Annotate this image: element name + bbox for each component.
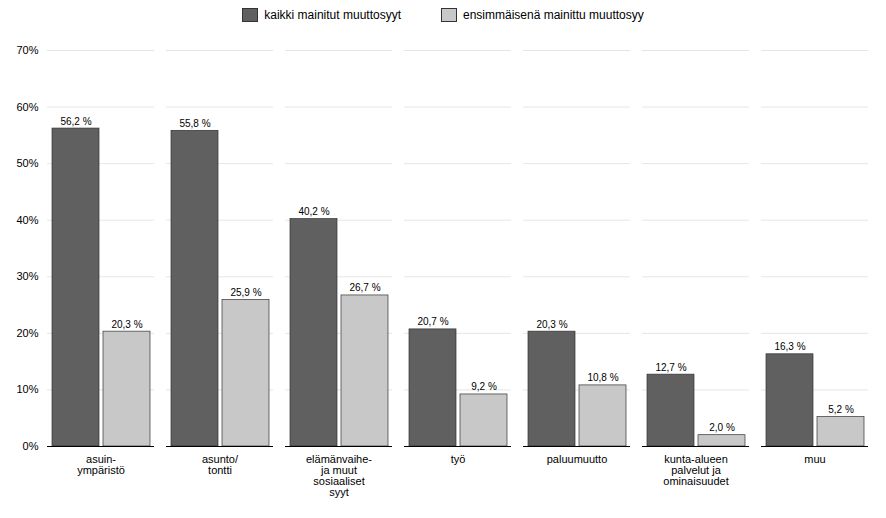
svg-text:10,8 %: 10,8 % bbox=[587, 372, 618, 383]
svg-text:asuin-ympäristö: asuin-ympäristö bbox=[77, 453, 125, 476]
svg-text:työ: työ bbox=[451, 453, 466, 465]
svg-text:20%: 20% bbox=[16, 327, 38, 339]
svg-text:56,2 %: 56,2 % bbox=[60, 116, 91, 127]
svg-text:16,3 %: 16,3 % bbox=[774, 341, 805, 352]
svg-text:50%: 50% bbox=[16, 157, 38, 169]
svg-text:20,7 %: 20,7 % bbox=[417, 316, 448, 327]
svg-text:asunto/tontti: asunto/tontti bbox=[202, 453, 239, 476]
svg-text:kunta-alueenpalvelut jaominais: kunta-alueenpalvelut jaominaisuudet bbox=[663, 453, 728, 487]
svg-text:20,3 %: 20,3 % bbox=[536, 319, 567, 330]
svg-text:5,2 %: 5,2 % bbox=[828, 404, 854, 415]
svg-text:70%: 70% bbox=[16, 44, 38, 56]
html-text:ensimmäisenä mainittu muuttosy: ensimmäisenä mainittu muuttosyy bbox=[463, 8, 644, 22]
svg-text:40,2 %: 40,2 % bbox=[298, 206, 329, 217]
svg-text:25,9 %: 25,9 % bbox=[230, 287, 261, 298]
svg-text:0%: 0% bbox=[23, 440, 39, 452]
html-text:kaikki mainitut muuttosyyt: kaikki mainitut muuttosyyt bbox=[264, 8, 401, 22]
svg-text:9,2 %: 9,2 % bbox=[471, 381, 497, 392]
svg-text:10%: 10% bbox=[16, 383, 38, 395]
svg-text:elämänvaihe-ja muutsosiaaliset: elämänvaihe-ja muutsosiaalisetsyyt bbox=[306, 453, 372, 498]
svg-text:55,8 %: 55,8 % bbox=[179, 118, 210, 129]
svg-text:26,7 %: 26,7 % bbox=[349, 282, 380, 293]
svg-text:40%: 40% bbox=[16, 214, 38, 226]
svg-text:12,7 %: 12,7 % bbox=[655, 362, 686, 373]
svg-text:muu: muu bbox=[804, 453, 825, 465]
svg-text:20,3 %: 20,3 % bbox=[111, 319, 142, 330]
svg-text:2,0 %: 2,0 % bbox=[709, 422, 735, 433]
svg-text:60%: 60% bbox=[16, 101, 38, 113]
svg-text:30%: 30% bbox=[16, 270, 38, 282]
svg-text:paluumuutto: paluumuutto bbox=[547, 453, 608, 465]
